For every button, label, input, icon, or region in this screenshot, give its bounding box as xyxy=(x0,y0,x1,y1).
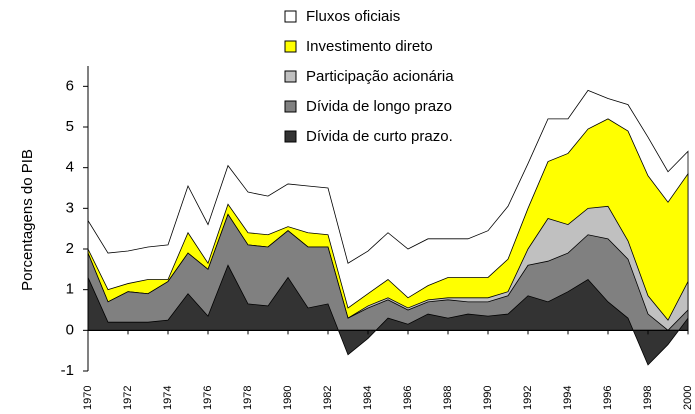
y-tick-label: 4 xyxy=(66,159,74,176)
legend-label: Participação acionária xyxy=(306,68,454,85)
y-tick-label: -1 xyxy=(61,362,74,379)
x-tick-label: 1984 xyxy=(362,386,374,410)
y-axis-label: Porcentagens do PIB xyxy=(19,149,36,291)
y-tick-label: 3 xyxy=(66,199,74,216)
y-tick-label: 0 xyxy=(66,321,74,338)
x-tick-label: 1970 xyxy=(82,386,94,410)
legend-label: Fluxos oficiais xyxy=(306,8,400,25)
x-tick-label: 1972 xyxy=(122,386,134,410)
y-tick-label: 6 xyxy=(66,77,74,94)
legend-label: Dívida de curto prazo. xyxy=(306,128,453,145)
legend-label: Dívida de longo prazo xyxy=(306,98,452,115)
x-tick-label: 1990 xyxy=(482,386,494,410)
legend-swatch xyxy=(284,40,297,53)
x-tick-label: 1996 xyxy=(602,386,614,410)
x-tick-label: 1998 xyxy=(642,386,654,410)
legend-swatch xyxy=(284,10,297,23)
y-tick-label: 2 xyxy=(66,240,74,257)
area xyxy=(87,264,689,366)
legend-swatch xyxy=(284,100,297,113)
y-tick-label: 1 xyxy=(66,281,74,298)
legend-swatch xyxy=(284,70,297,83)
legend-swatch xyxy=(284,130,297,143)
x-tick-label: 2000 xyxy=(682,386,694,410)
x-tick-label: 1980 xyxy=(282,386,294,410)
x-tick-label: 1994 xyxy=(562,386,574,410)
y-tick-label: 5 xyxy=(66,118,74,135)
x-tick-label: 1992 xyxy=(522,386,534,410)
x-tick-label: 1978 xyxy=(242,386,254,410)
x-tick-label: 1976 xyxy=(202,386,214,410)
x-tick-label: 1974 xyxy=(162,386,174,410)
x-tick-label: 1988 xyxy=(442,386,454,410)
x-tick-label: 1982 xyxy=(322,386,334,410)
legend-label: Investimento direto xyxy=(306,38,433,55)
x-tick-label: 1986 xyxy=(402,386,414,410)
